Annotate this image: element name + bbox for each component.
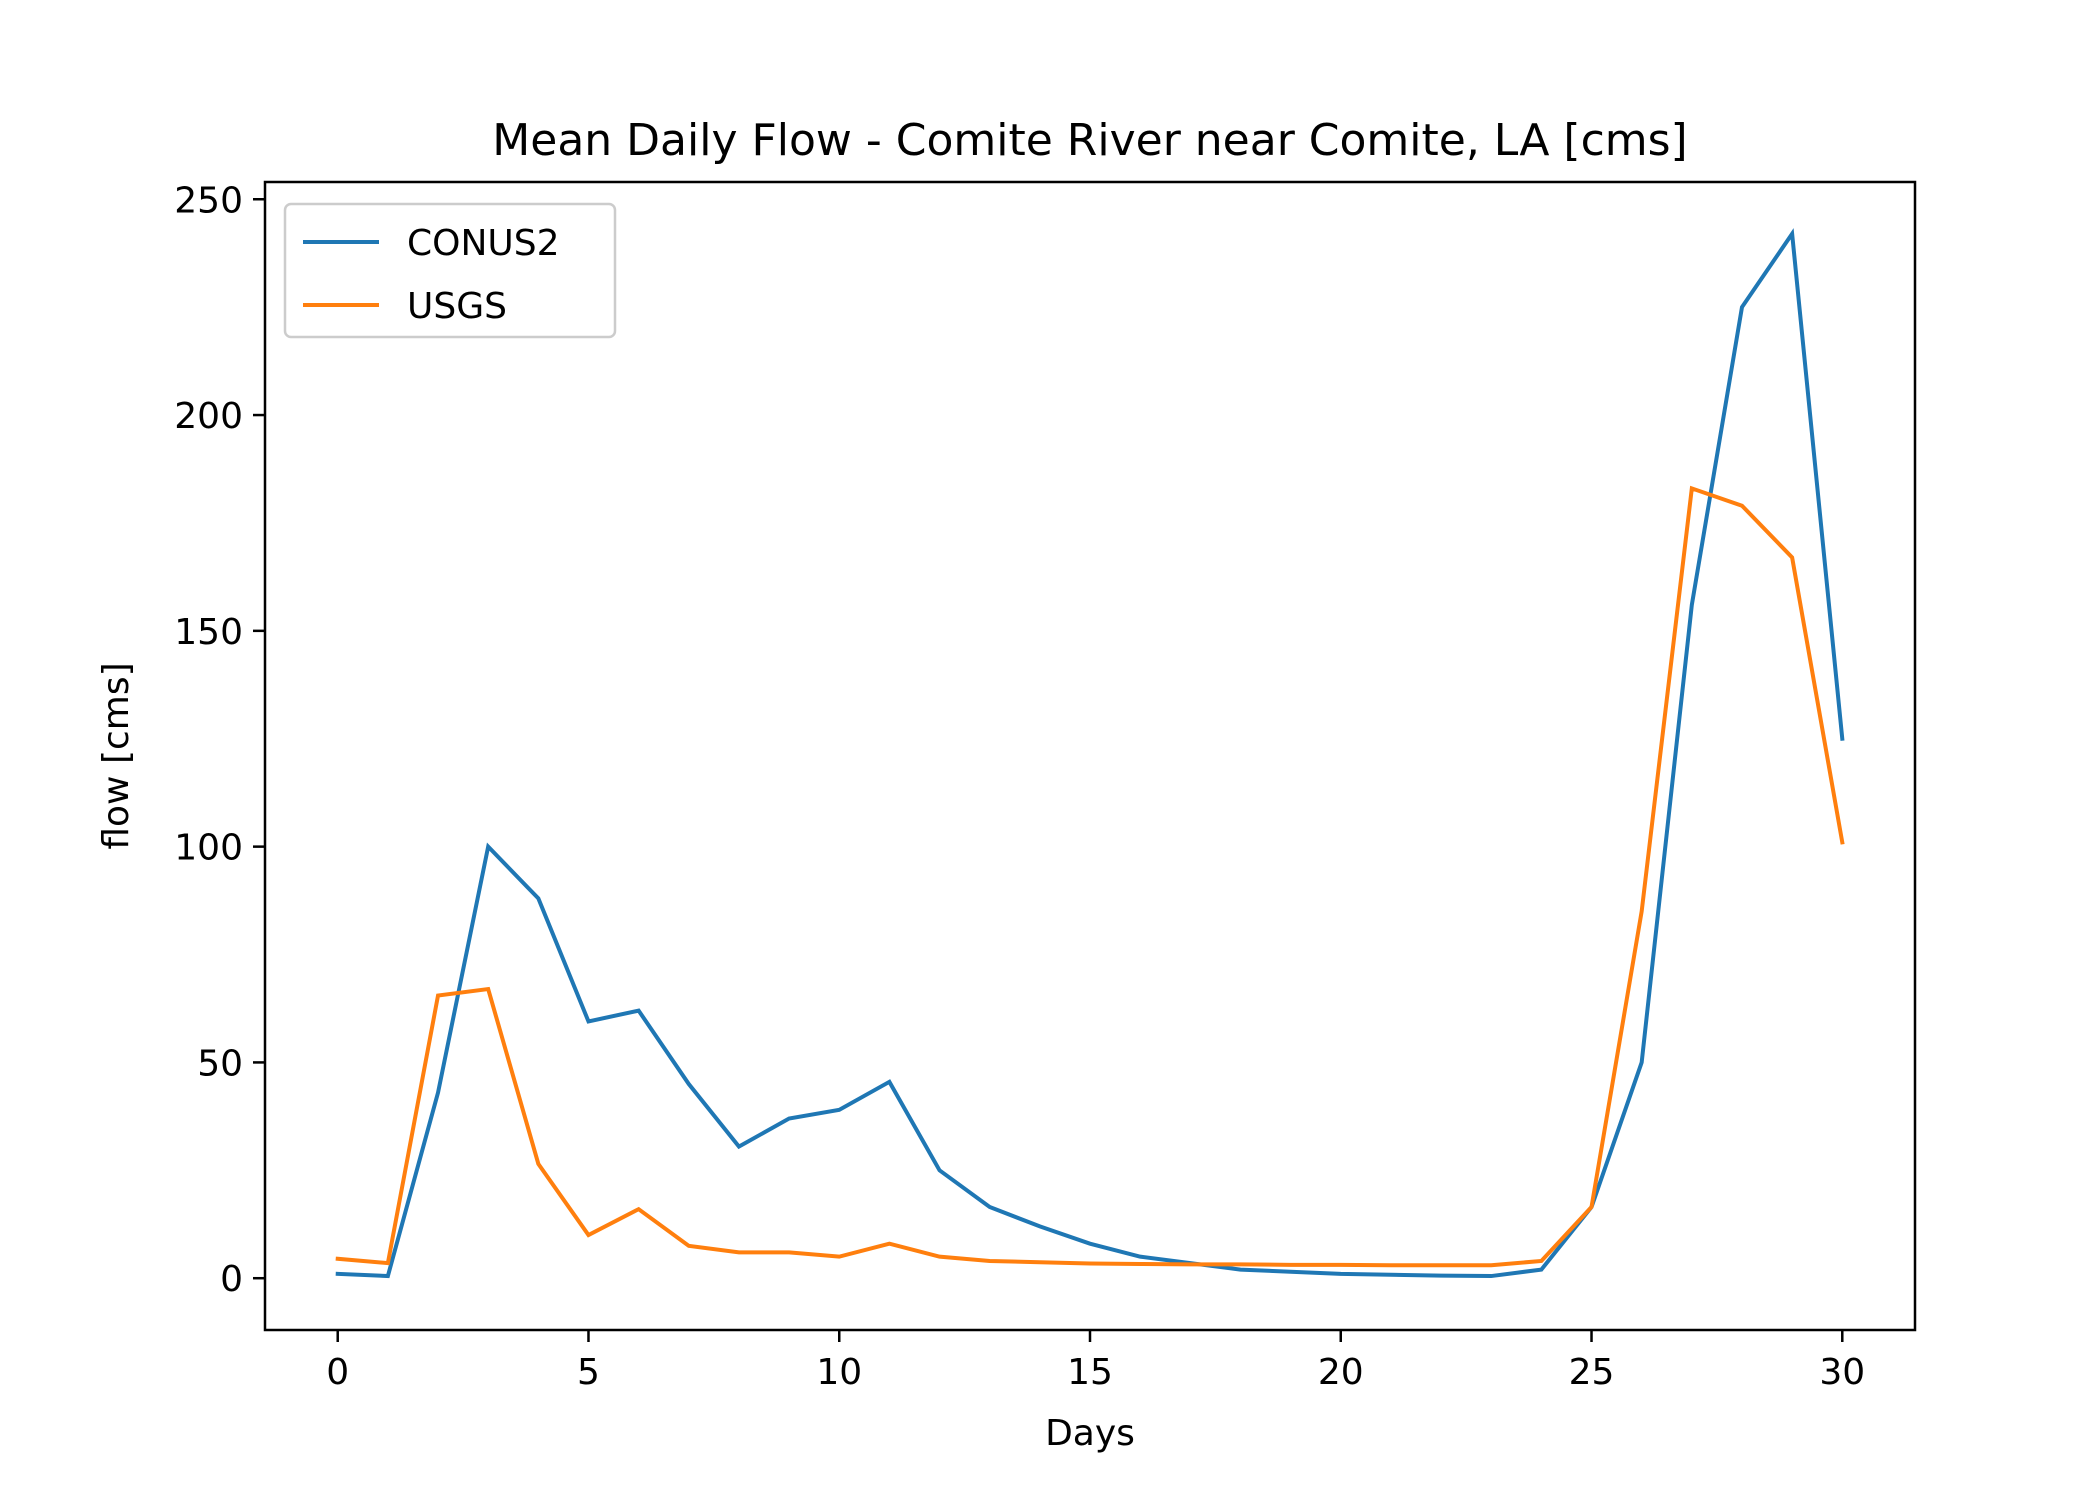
chart-title: Mean Daily Flow - Comite River near Comi… (492, 115, 1687, 166)
y-tick-label: 100 (174, 828, 243, 869)
legend: CONUS2 USGS (283, 202, 617, 339)
y-tick-label: 250 (174, 180, 243, 221)
y-axis-label: flow [cms] (96, 662, 137, 849)
x-axis-label: Days (1045, 1413, 1135, 1454)
plot-series (335, 228, 1845, 1279)
legend-label-conus2: CONUS2 (407, 223, 560, 264)
y-tick-label: 200 (174, 396, 243, 437)
y-tick-label: 50 (197, 1043, 243, 1084)
x-tick-label: 20 (1318, 1352, 1364, 1393)
series-line-usgs (335, 485, 1845, 1268)
y-tick-label: 0 (220, 1259, 243, 1300)
x-tick-label: 30 (1819, 1352, 1865, 1393)
x-tick-label: 15 (1067, 1352, 1113, 1393)
legend-label-usgs: USGS (407, 286, 507, 327)
x-tick-label: 5 (577, 1352, 600, 1393)
x-axis: 0 5 10 15 20 25 30 (326, 1330, 1865, 1393)
series-line-conus2 (335, 228, 1845, 1279)
x-tick-label: 10 (816, 1352, 862, 1393)
x-tick-label: 0 (326, 1352, 349, 1393)
x-tick-label: 25 (1569, 1352, 1615, 1393)
y-axis: 0 50 100 150 200 250 (174, 180, 265, 1300)
y-tick-label: 150 (174, 612, 243, 653)
plot-frame (263, 180, 1917, 1332)
